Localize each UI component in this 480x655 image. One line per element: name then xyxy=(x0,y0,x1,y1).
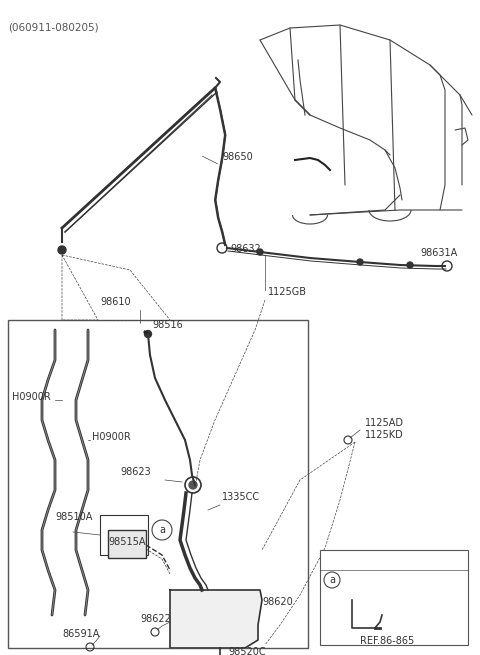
Text: 86591A: 86591A xyxy=(62,629,99,639)
Text: H0900R: H0900R xyxy=(12,392,51,402)
Text: 98516: 98516 xyxy=(152,320,183,330)
Bar xyxy=(100,515,148,555)
Text: 98650: 98650 xyxy=(222,152,253,162)
Text: a: a xyxy=(329,575,335,585)
Text: 98622: 98622 xyxy=(140,614,171,624)
Text: 98631A: 98631A xyxy=(420,248,457,258)
Text: a: a xyxy=(159,525,165,535)
Circle shape xyxy=(189,481,197,489)
Text: (060911-080205): (060911-080205) xyxy=(8,22,98,32)
Text: REF.86-865: REF.86-865 xyxy=(360,636,414,646)
Text: 98632: 98632 xyxy=(230,244,261,254)
Polygon shape xyxy=(170,590,262,648)
Text: 1125KD: 1125KD xyxy=(365,430,404,440)
Bar xyxy=(8,320,308,648)
Circle shape xyxy=(58,246,66,254)
Circle shape xyxy=(407,262,413,268)
Circle shape xyxy=(257,249,263,255)
Text: 98510A: 98510A xyxy=(55,512,92,522)
Bar xyxy=(108,530,146,558)
Text: 1335CC: 1335CC xyxy=(222,492,260,502)
Circle shape xyxy=(357,259,363,265)
Text: H0900R: H0900R xyxy=(92,432,131,442)
Text: 98610: 98610 xyxy=(100,297,131,307)
Text: 98620: 98620 xyxy=(262,597,293,607)
Bar xyxy=(320,550,468,645)
Text: 98623: 98623 xyxy=(120,467,151,477)
Text: 98520C: 98520C xyxy=(228,647,265,655)
Text: 98515A: 98515A xyxy=(108,537,145,547)
Text: 1125GB: 1125GB xyxy=(268,287,307,297)
Circle shape xyxy=(144,331,152,337)
Text: 1125AD: 1125AD xyxy=(365,418,404,428)
